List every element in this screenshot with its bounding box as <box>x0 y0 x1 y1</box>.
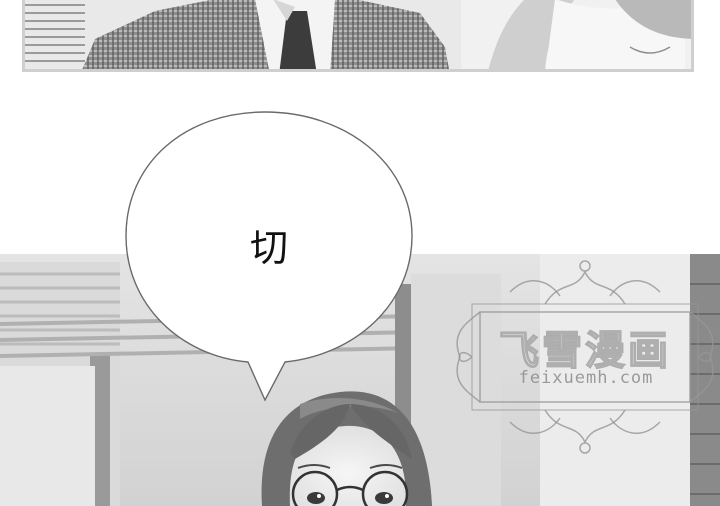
watermark-title: 飞雪漫画 <box>498 327 671 375</box>
top-comic-panel <box>22 0 694 72</box>
watermark-url: feixuemh.com <box>518 368 654 388</box>
top-panel-illustration <box>25 0 691 69</box>
speech-bubble <box>125 111 413 402</box>
watermark-ornament <box>456 260 714 454</box>
speech-bubble-text: 切 <box>249 226 288 270</box>
